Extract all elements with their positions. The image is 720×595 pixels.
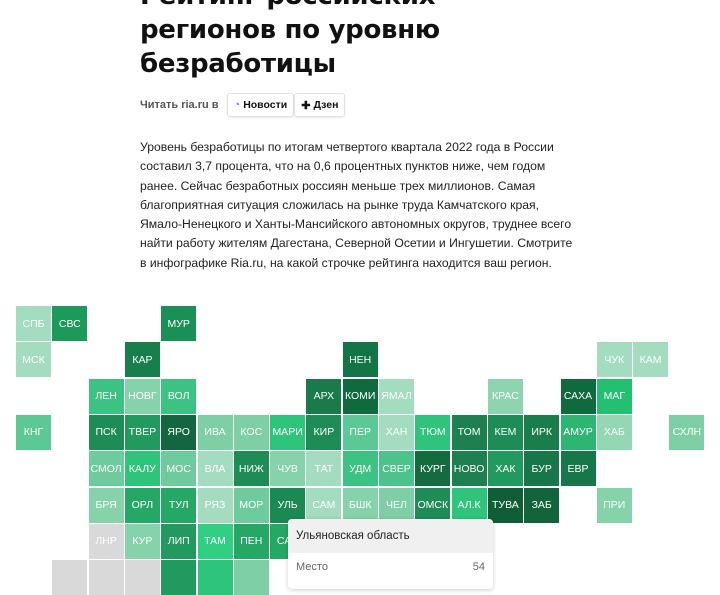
region-tile[interactable]: ЛИП bbox=[161, 523, 197, 559]
region-tile[interactable]: КАМ bbox=[633, 342, 669, 378]
region-tile[interactable]: ТАМ bbox=[197, 523, 233, 559]
region-tile[interactable]: МОР bbox=[233, 487, 269, 523]
region-tile[interactable]: ХАК bbox=[487, 451, 523, 487]
region-tile[interactable]: ПЕР bbox=[342, 414, 378, 450]
region-tile[interactable]: ЗАБ bbox=[524, 487, 560, 523]
region-tile[interactable]: АЛ.К bbox=[451, 487, 487, 523]
region-tile[interactable]: САМ bbox=[306, 487, 342, 523]
region-tile[interactable]: МУР bbox=[161, 306, 197, 341]
region-tile[interactable]: ХАН bbox=[379, 414, 414, 450]
region-tile[interactable]: ЧУК bbox=[596, 342, 632, 378]
dzen-label: Дзен bbox=[313, 99, 339, 111]
article-paragraph: Уровень безработицы по итогам четвертого… bbox=[140, 140, 573, 270]
region-tile[interactable]: СПБ bbox=[16, 306, 51, 341]
region-tile[interactable] bbox=[233, 560, 269, 595]
region-tile[interactable]: САХА bbox=[560, 378, 596, 414]
region-tile[interactable]: ЕВР bbox=[560, 451, 596, 487]
region-tile[interactable]: ПРИ bbox=[596, 487, 632, 523]
region-tile[interactable] bbox=[124, 560, 160, 595]
region-tile[interactable]: НЕН bbox=[342, 342, 378, 378]
title-line: регионов по уровню bbox=[140, 15, 440, 45]
region-tile[interactable]: ПЕН bbox=[233, 523, 269, 559]
region-tile[interactable] bbox=[52, 560, 88, 595]
tooltip-rank-row: Место 54 bbox=[288, 553, 493, 573]
region-tile[interactable]: НОВГ bbox=[124, 378, 160, 414]
region-tile[interactable]: БРЯ bbox=[88, 487, 124, 523]
region-tile[interactable]: ЛНР bbox=[88, 523, 124, 559]
tooltip-rank-value: 54 bbox=[472, 561, 485, 573]
region-tile[interactable]: КАЛУ bbox=[124, 451, 160, 487]
region-tile[interactable]: МАРИ bbox=[270, 414, 306, 450]
region-tile[interactable]: АРХ bbox=[306, 378, 342, 414]
region-tile[interactable]: БШК bbox=[342, 487, 378, 523]
region-tile[interactable]: СМОЛ bbox=[88, 451, 124, 487]
region-tile[interactable]: ЯМАЛ bbox=[379, 378, 414, 414]
region-tile[interactable]: КИР bbox=[306, 414, 342, 450]
region-tile[interactable]: КНГ bbox=[16, 414, 51, 450]
region-tile[interactable] bbox=[161, 560, 197, 595]
region-tile[interactable]: АМУР bbox=[560, 414, 596, 450]
region-tile[interactable]: ОРЛ bbox=[124, 487, 160, 523]
region-tile[interactable] bbox=[197, 560, 233, 595]
region-tile[interactable]: МАГ bbox=[596, 378, 632, 414]
region-tile[interactable]: МОС bbox=[161, 451, 197, 487]
region-tile[interactable]: ТОМ bbox=[451, 414, 487, 450]
region-tile[interactable]: ЛЕН bbox=[88, 378, 124, 414]
news-button[interactable]: ◔ Новости bbox=[226, 93, 295, 117]
region-tile[interactable]: КАР bbox=[124, 342, 160, 378]
region-tile[interactable]: КУР bbox=[124, 523, 160, 559]
region-tile[interactable]: СВС bbox=[52, 306, 88, 341]
region-tile[interactable]: КЕМ bbox=[487, 414, 523, 450]
region-tile[interactable]: ПСК bbox=[88, 414, 124, 450]
region-tile[interactable]: КОС bbox=[233, 414, 269, 450]
read-label: Читать ria.ru в bbox=[140, 99, 219, 111]
region-tile[interactable]: ТУВА bbox=[487, 487, 523, 523]
region-tile[interactable]: СХЛН bbox=[669, 414, 705, 450]
dzen-button[interactable]: ✚ Дзен bbox=[294, 93, 346, 117]
region-tile[interactable]: ВЛА bbox=[197, 451, 233, 487]
title-line: безработицы bbox=[140, 49, 336, 79]
region-tile[interactable]: НОВО bbox=[451, 451, 487, 487]
news-label: Новости bbox=[243, 99, 288, 111]
dzen-icon: ✚ bbox=[301, 99, 311, 112]
region-tile[interactable]: КРАС bbox=[487, 378, 523, 414]
region-tile[interactable] bbox=[88, 560, 124, 595]
region-tile[interactable]: ТВЕР bbox=[124, 414, 160, 450]
region-tile[interactable]: ТЮМ bbox=[415, 414, 451, 450]
region-tile[interactable]: БУР bbox=[524, 451, 560, 487]
region-tile[interactable]: ХАБ bbox=[596, 414, 632, 450]
region-tile[interactable]: ВОЛ bbox=[161, 378, 197, 414]
region-tile[interactable]: ИВА bbox=[197, 414, 233, 450]
region-tile[interactable]: КОМИ bbox=[342, 378, 378, 414]
read-on-bar: Читать ria.ru в ◔ Новости ✚ Дзен bbox=[140, 93, 346, 117]
region-tile[interactable]: НИЖ bbox=[233, 451, 269, 487]
region-tile[interactable]: СВЕР bbox=[379, 451, 414, 487]
news-icon: ◔ bbox=[233, 99, 241, 111]
tooltip-region-name: Ульяновская область bbox=[288, 519, 493, 553]
region-tile[interactable]: УЛЬ bbox=[270, 487, 306, 523]
region-tile[interactable]: ТАТ bbox=[306, 451, 342, 487]
region-tile[interactable]: УДМ bbox=[342, 451, 378, 487]
title-line: Рейтинг российских bbox=[140, 0, 440, 13]
region-tile[interactable]: РЯЗ bbox=[197, 487, 233, 523]
region-tooltip: Ульяновская область Место 54 bbox=[288, 519, 493, 589]
region-tile[interactable]: ИРК bbox=[524, 414, 560, 450]
article-title: Рейтинг российских регионов по уровню бе… bbox=[140, 0, 440, 81]
region-tile[interactable]: ЯРО bbox=[161, 414, 197, 450]
region-tile[interactable]: ЧУВ bbox=[270, 451, 306, 487]
region-tile[interactable]: КУРГ bbox=[415, 451, 451, 487]
tooltip-rank-label: Место bbox=[296, 561, 328, 573]
region-tile[interactable]: ОМСК bbox=[415, 487, 451, 523]
region-tile[interactable]: МСК bbox=[16, 342, 51, 378]
region-tile[interactable]: ЧЕЛ bbox=[379, 487, 414, 523]
region-tile[interactable]: ТУЛ bbox=[161, 487, 197, 523]
